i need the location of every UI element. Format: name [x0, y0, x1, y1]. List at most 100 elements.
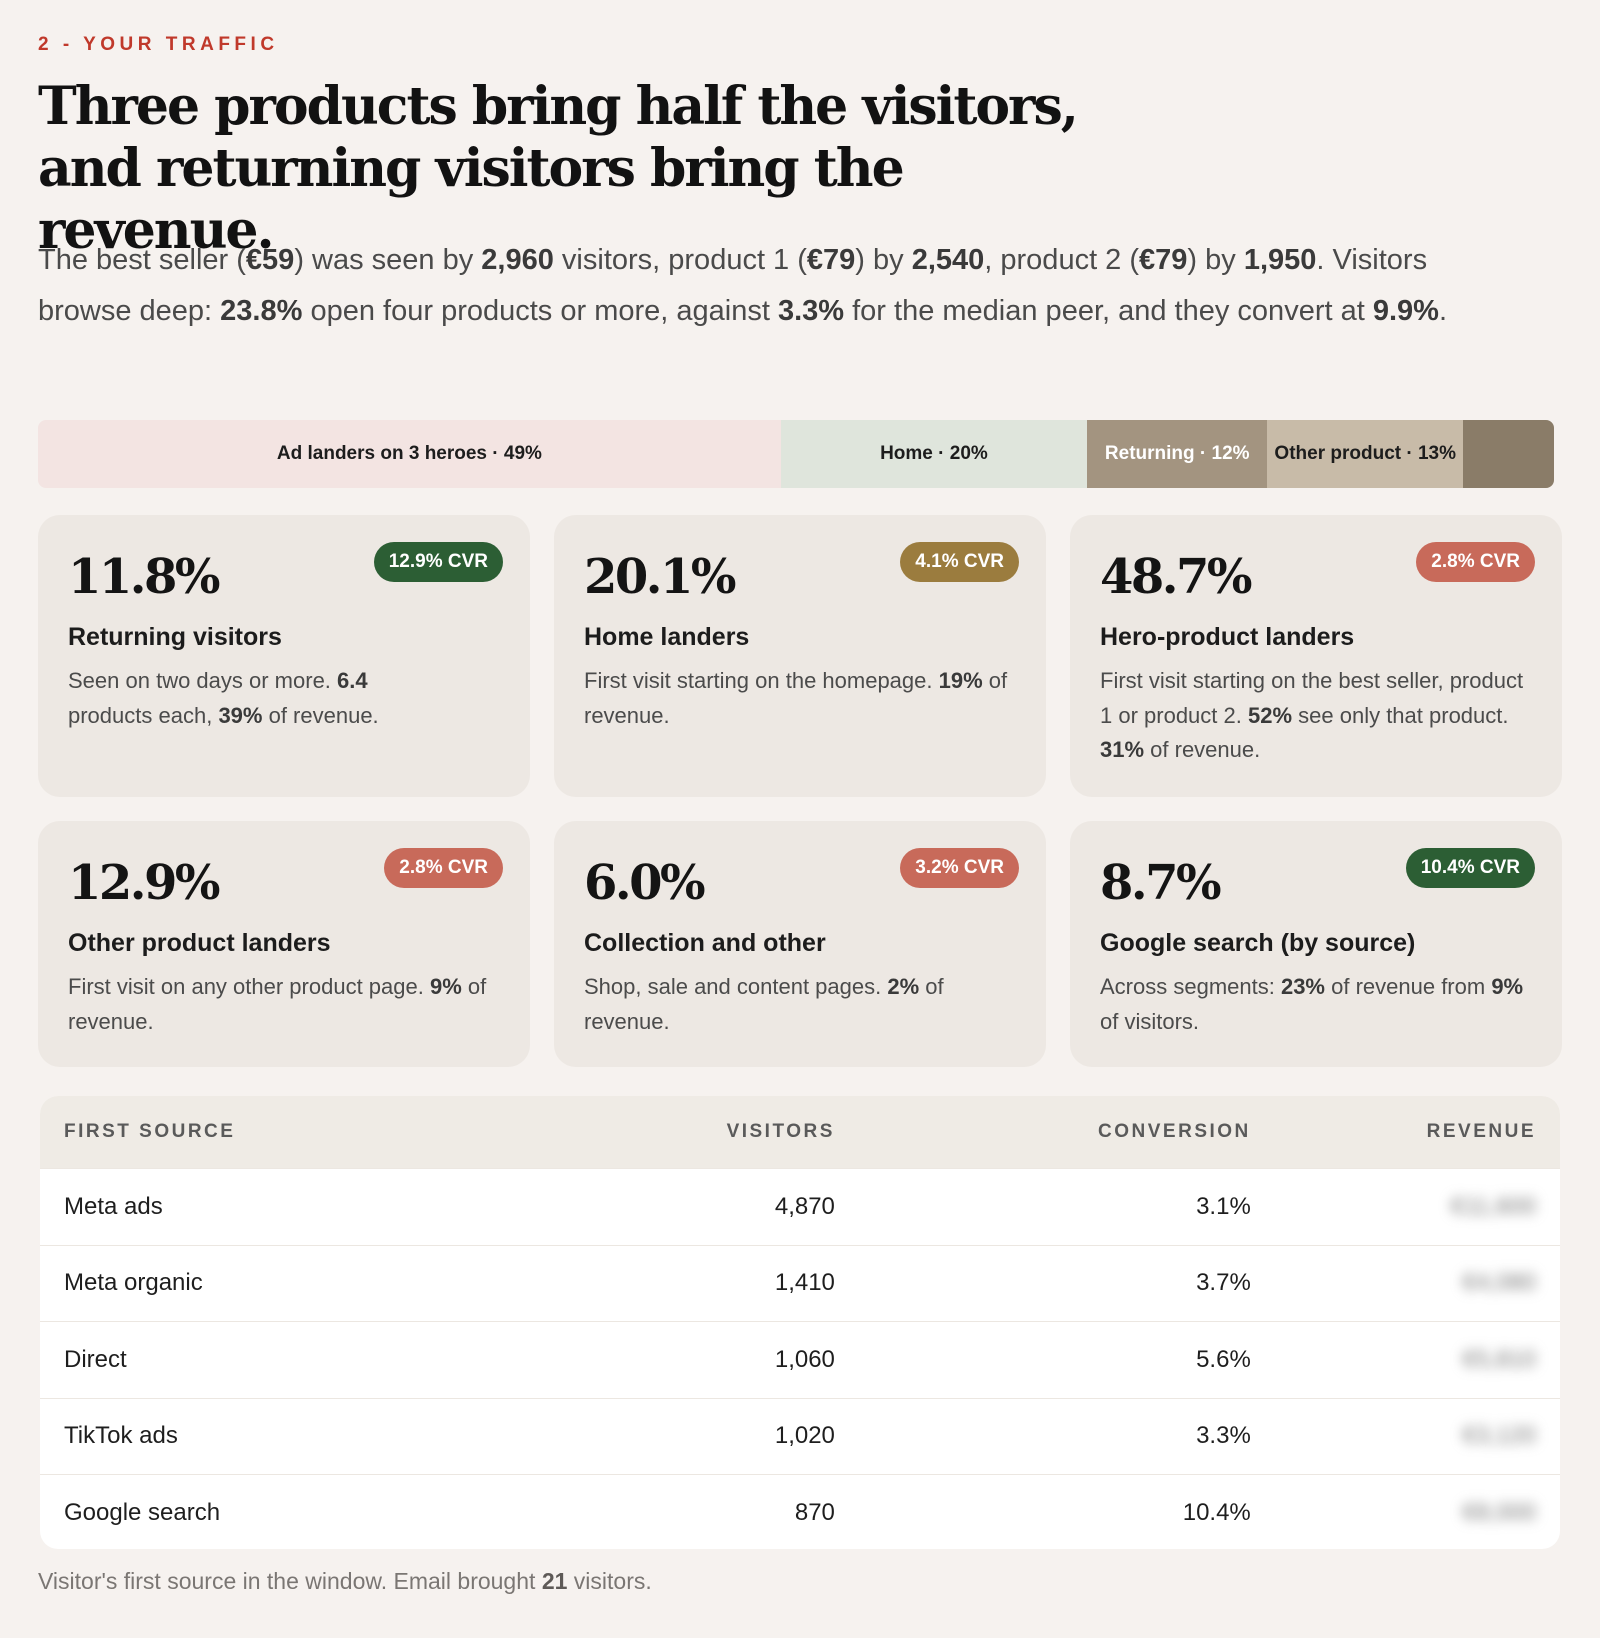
intro-text: . Visitors browse deep: — [38, 244, 1428, 327]
desc-text: see only that product. — [1292, 702, 1509, 728]
card-percentage: 6.0% — [584, 855, 706, 911]
desc-bold: 39% — [218, 702, 263, 728]
desc-text: Seen on two days or more. — [68, 668, 338, 693]
cell-visitors: 870 — [794, 1498, 835, 1526]
cell-source: Google search — [64, 1498, 221, 1526]
cell-conversion: 5.6% — [1196, 1345, 1251, 1373]
share-segment-other-product: Other product · 13% — [1267, 420, 1463, 488]
cell-source: TikTok ads — [64, 1422, 178, 1450]
cell-conversion: 3.3% — [1196, 1422, 1251, 1450]
desc-text: of revenue. — [68, 974, 487, 1034]
card-percentage: 48.7% — [1100, 549, 1253, 605]
card-collection-and-other: 6.0% 3.2% CVR Collection and other Shop,… — [554, 821, 1046, 1067]
card-hero-product-landers: 48.7% 2.8% CVR Hero-product landers Firs… — [1070, 515, 1562, 797]
table-footnote: Visitor's first source in the window. Em… — [38, 1568, 652, 1595]
section-eyebrow: 2 - YOUR TRAFFIC — [38, 34, 279, 55]
card-percentage: 12.9% — [68, 855, 221, 911]
first-source-table: FIRST SOURCE VISITORS CONVERSION REVENUE… — [40, 1096, 1560, 1549]
intro-bold: 2,540 — [911, 244, 985, 276]
blurred-revenue: €11,600 — [1451, 1192, 1536, 1220]
headline-line-2: and returning visitors bring the revenue… — [38, 138, 905, 261]
intro-text: The best seller ( — [38, 244, 246, 276]
desc-text: of revenue. — [584, 974, 944, 1034]
desc-text: Shop, sale and content pages. — [584, 974, 888, 999]
card-title: Home landers — [584, 623, 750, 651]
card-percentage: 11.8% — [68, 549, 221, 605]
cell-visitors: 4,870 — [774, 1192, 835, 1220]
cell-revenue: €11,600 — [1251, 1193, 1560, 1221]
section-headline: Three products bring half the visitors, … — [38, 76, 1138, 262]
table-row: Google search 870 10.4% €8,000 — [40, 1474, 1560, 1549]
desc-bold: 23% — [1280, 974, 1325, 999]
card-description: First visit starting on the homepage. 19… — [584, 664, 1018, 733]
cell-revenue: €3,120 — [1251, 1422, 1560, 1450]
footnote-bold: 21 — [541, 1568, 568, 1594]
cell-source: Meta ads — [64, 1192, 163, 1220]
cell-conversion: 3.1% — [1196, 1192, 1251, 1220]
desc-text: First visit on any other product page. — [68, 974, 430, 999]
card-returning-visitors: 11.8% 12.9% CVR Returning visitors Seen … — [38, 515, 530, 797]
intro-bold: 23.8% — [220, 295, 303, 327]
cell-visitors: 1,020 — [774, 1422, 835, 1450]
intro-bold: 3.3% — [777, 295, 845, 327]
card-home-landers: 20.1% 4.1% CVR Home landers First visit … — [554, 515, 1046, 797]
share-segment-home: Home · 20% — [780, 420, 1088, 488]
desc-bold: 31% — [1100, 737, 1145, 762]
intro-bold: 2,960 — [481, 244, 554, 276]
table-row: Meta ads 4,870 3.1% €11,600 — [40, 1168, 1560, 1245]
cvr-badge: 4.1% CVR — [900, 542, 1019, 582]
desc-text: of revenue. — [262, 702, 379, 728]
desc-text: First visit starting on the best seller,… — [1100, 668, 1524, 728]
table-header: FIRST SOURCE VISITORS CONVERSION REVENUE — [40, 1096, 1560, 1168]
headline-line-1: Three products bring half the visitors, — [38, 76, 1079, 137]
card-google-search: 8.7% 10.4% CVR Google search (by source)… — [1070, 821, 1562, 1067]
intro-text: open four products or more, against — [302, 295, 778, 327]
intro-bold: 1,950 — [1243, 244, 1317, 276]
share-segment-returning: Returning · 12% — [1087, 420, 1268, 488]
desc-bold: 6.4 — [337, 668, 368, 693]
intro-paragraph: The best seller (€59) was seen by 2,960 … — [38, 235, 1478, 337]
cell-source: Direct — [64, 1345, 127, 1373]
intro-text: . — [1438, 295, 1448, 327]
column-header-revenue: REVENUE — [1426, 1121, 1536, 1142]
desc-text: of revenue. — [1144, 737, 1261, 762]
share-segment-remainder — [1463, 420, 1554, 488]
desc-text: First visit starting on the homepage. — [584, 668, 939, 693]
table-row: TikTok ads 1,020 3.3% €3,120 — [40, 1397, 1560, 1475]
column-header-visitors: VISITORS — [726, 1121, 835, 1142]
card-title: Other product landers — [68, 929, 331, 957]
cell-source: Meta organic — [64, 1269, 203, 1297]
cvr-badge: 2.8% CVR — [384, 848, 503, 888]
desc-bold: 52% — [1247, 702, 1293, 728]
intro-text: visitors, product 1 ( — [553, 244, 807, 276]
card-percentage: 8.7% — [1100, 855, 1222, 911]
desc-text: of visitors. — [1100, 1008, 1200, 1034]
cvr-badge: 2.8% CVR — [1416, 542, 1535, 582]
footnote-text: visitors. — [567, 1568, 652, 1594]
card-other-product-landers: 12.9% 2.8% CVR Other product landers Fir… — [38, 821, 530, 1067]
cell-visitors: 1,410 — [774, 1269, 835, 1297]
cvr-badge: 10.4% CVR — [1405, 848, 1535, 888]
card-description: Shop, sale and content pages. 2% of reve… — [584, 970, 1018, 1039]
cvr-badge: 12.9% CVR — [373, 542, 503, 582]
card-title: Hero-product landers — [1100, 623, 1355, 651]
desc-text: Across segments: — [1100, 974, 1281, 999]
card-description: Across segments: 23% of revenue from 9% … — [1100, 970, 1534, 1039]
card-title: Returning visitors — [68, 623, 282, 651]
intro-bold: €79 — [1139, 244, 1188, 276]
intro-text: ) by — [1187, 244, 1244, 276]
table-row: Meta organic 1,410 3.7% €4,080 — [40, 1244, 1560, 1322]
traffic-share-bar: Ad landers on 3 heroes · 49% Home · 20% … — [38, 420, 1554, 488]
desc-text: of revenue from — [1325, 974, 1492, 999]
desc-bold: 2% — [887, 974, 920, 999]
intro-text: for the median peer, and they convert at — [844, 295, 1373, 327]
card-title: Google search (by source) — [1100, 929, 1416, 957]
intro-bold: €59 — [245, 244, 295, 276]
cell-revenue: €8,000 — [1251, 1499, 1560, 1527]
cell-revenue: €5,810 — [1251, 1346, 1560, 1374]
cell-conversion: 10.4% — [1182, 1498, 1251, 1526]
cell-revenue: €4,080 — [1251, 1269, 1560, 1297]
cvr-badge: 3.2% CVR — [900, 848, 1019, 888]
intro-bold: €79 — [806, 244, 856, 276]
